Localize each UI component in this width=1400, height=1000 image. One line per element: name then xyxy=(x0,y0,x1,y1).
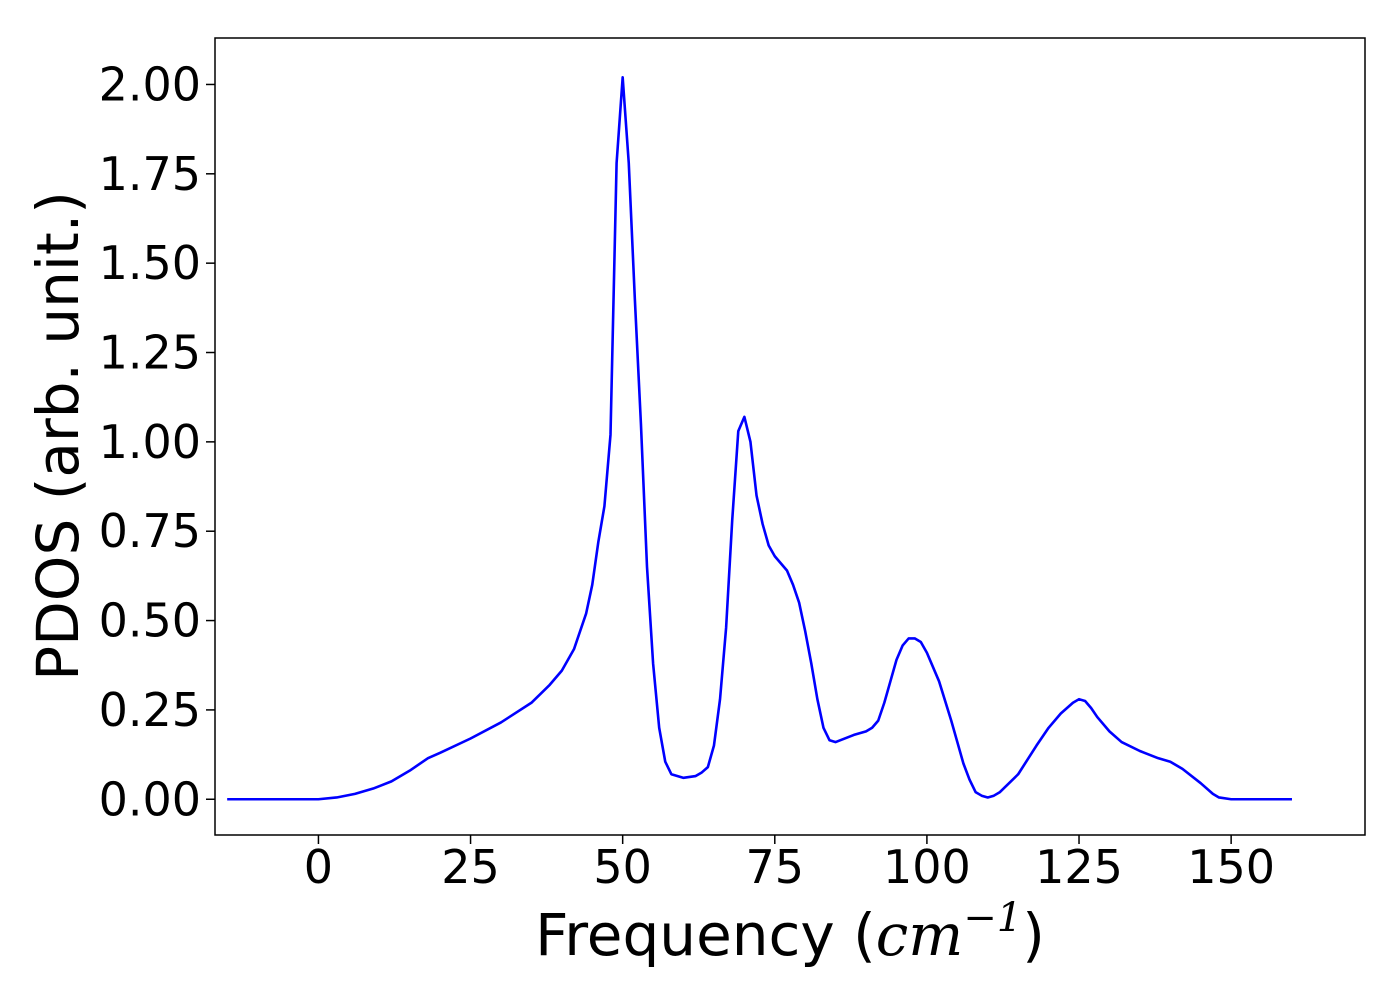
y-axis-label: PDOS (arb. unit.) xyxy=(24,191,92,681)
y-tick-label: 0.25 xyxy=(99,683,201,737)
x-tick-label: 0 xyxy=(304,840,333,894)
y-tick-label: 0.00 xyxy=(99,772,201,826)
plot-frame xyxy=(214,37,1366,836)
y-tick-label: 2.00 xyxy=(99,57,201,111)
series-layer xyxy=(227,76,1292,801)
y-tick-label: 1.50 xyxy=(99,236,201,290)
x-tick-label: 125 xyxy=(1035,840,1123,894)
y-tick-label: 0.75 xyxy=(99,504,201,558)
y-tick-label: 0.50 xyxy=(99,594,201,648)
x-tick-label: 75 xyxy=(746,840,805,894)
y-axis-ticks: 0.00 0.25 0.50 0.75 1.00 1.25 1.50 1.75 2.00 xyxy=(99,57,215,826)
y-tick-label: 1.25 xyxy=(99,326,201,380)
x-tick-label: 150 xyxy=(1187,840,1275,894)
pdos-series-line xyxy=(227,76,1292,801)
y-tick-label: 1.00 xyxy=(99,415,201,469)
x-axis-ticks: 0 25 50 75 100 125 150 xyxy=(304,835,1275,894)
x-axis-label: Frequency (cm−1) xyxy=(535,895,1045,969)
x-tick-label: 25 xyxy=(441,840,500,894)
x-tick-label: 100 xyxy=(883,840,971,894)
x-tick-label: 50 xyxy=(593,840,652,894)
y-tick-label: 1.75 xyxy=(99,147,201,201)
